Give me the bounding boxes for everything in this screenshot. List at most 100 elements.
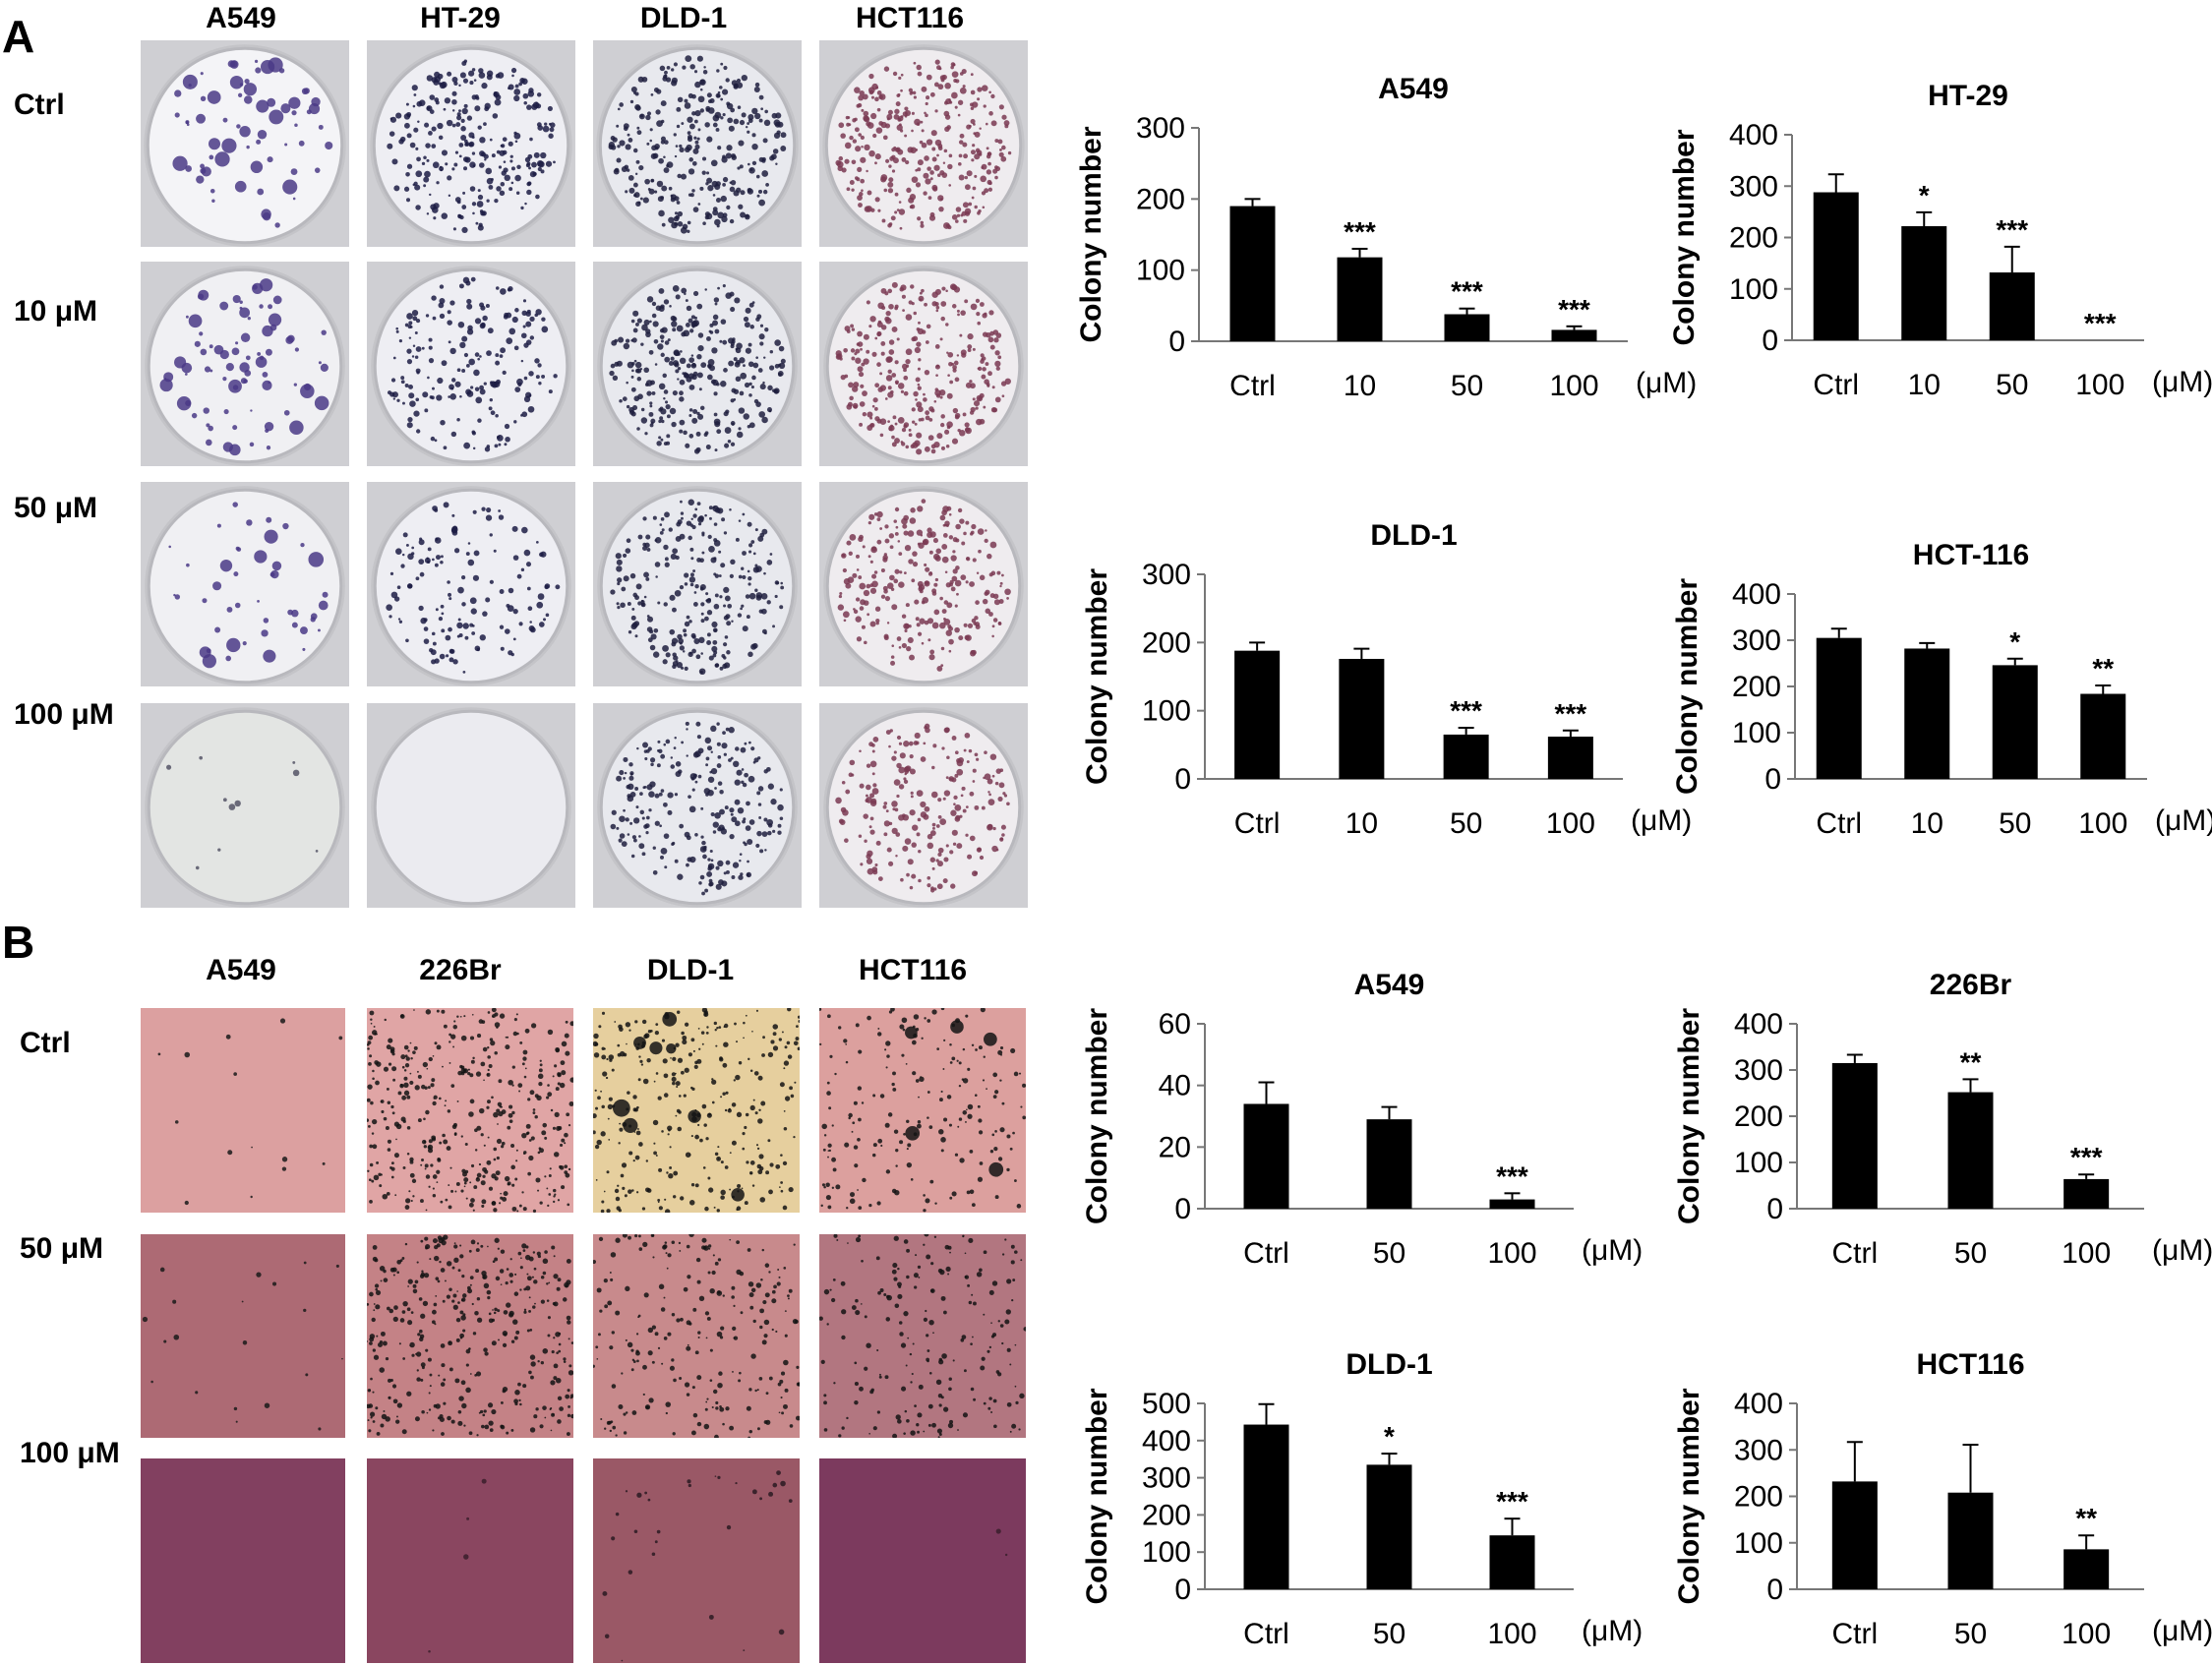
y-tick-label: 0 [1174,763,1191,796]
soft-agar-image [141,1234,345,1438]
x-tick-label: 50 [1373,1237,1405,1270]
x-tick-label: 100 [1549,370,1598,402]
bar [1901,226,1946,340]
x-tick-label: 10 [1911,807,1943,840]
y-tick-label: 0 [1764,763,1781,796]
significance-marker: *** [1450,695,1482,726]
x-tick-label: 50 [1954,1237,1987,1270]
y-tick-label: 100 [1729,273,1778,306]
panel-b-row-label: 50 μM [20,1234,103,1264]
bar [2063,1179,2109,1209]
bar [1832,1063,1878,1209]
x-tick-label: Ctrl [1813,369,1859,401]
soft-agar-image [819,1234,1026,1438]
x-tick-label: Ctrl [1816,807,1862,840]
bar-chart-226br-panel-b: 226Br Colony number 0 100 200 300 400 Ctrl ** 50 *… [1662,944,2193,1298]
colony-plate-image [819,262,1028,466]
soft-agar-image [593,1234,800,1438]
y-tick-label: 200 [1142,1499,1191,1531]
bar [1832,1481,1878,1589]
y-tick-label: 400 [1142,1425,1191,1457]
panel-a-col-label: HCT116 [802,4,1018,33]
panel-a-row-label: 100 μM [14,700,114,730]
panel-label-a: A [2,14,34,59]
y-tick-label: 100 [1732,717,1781,749]
y-tick-label: 100 [1142,695,1191,728]
y-tick-label: 200 [1734,1481,1783,1514]
colony-plate-image [367,262,575,466]
y-tick-label: 0 [1766,1193,1783,1225]
x-tick-label: 50 [1373,1618,1405,1650]
chart-title: HCT-116 [1913,539,2029,571]
soft-agar-image [593,1458,800,1663]
bar-chart-dld1-panel-a: DLD-1Colony number 0100200300Ctrl 10***50*… [1082,492,1652,865]
bar [1244,1103,1289,1209]
y-tick-label: 0 [1168,326,1185,358]
colony-plate-image [593,703,802,908]
chart-title: A549 [1354,969,1425,1001]
bar [1814,193,1859,340]
significance-marker: * [2009,626,2020,657]
bar [2063,1549,2109,1589]
y-axis-label: Colony number [1081,1008,1113,1224]
colony-plate-image [367,703,575,908]
significance-marker: *** [1996,214,2028,245]
y-tick-label: 300 [1729,170,1778,203]
panel-label-b: B [2,920,34,965]
x-tick-label: Ctrl [1229,370,1276,402]
bar [1948,1093,1994,1209]
y-tick-label: 100 [1136,255,1185,287]
soft-agar-image [141,1008,345,1213]
x-tick-label: 100 [1487,1237,1536,1270]
panel-a-col-label: DLD-1 [575,4,792,33]
y-axis-label: Colony number [1081,1388,1113,1604]
x-tick-label: 100 [2062,1237,2111,1270]
significance-marker: * [1384,1421,1395,1452]
significance-marker: *** [1555,698,1587,729]
x-tick-label: 50 [1954,1618,1987,1650]
soft-agar-image [593,1008,800,1213]
y-tick-label: 0 [1174,1574,1191,1606]
soft-agar-image [367,1458,573,1663]
y-tick-label: 40 [1159,1070,1191,1102]
y-tick-label: 300 [1734,1434,1783,1466]
x-tick-label: 10 [1344,370,1376,402]
x-tick-label: 100 [2078,807,2127,840]
significance-marker: *** [2070,1142,2103,1172]
bar [1548,737,1593,779]
bar [2080,694,2125,779]
y-tick-label: 300 [1142,1462,1191,1495]
bar [1552,329,1597,341]
soft-agar-image [367,1008,573,1213]
colony-plate-image [141,482,349,686]
bar [1444,735,1489,779]
significance-marker: *** [1496,1486,1528,1516]
y-tick-label: 0 [1174,1193,1191,1225]
panel-a-row-label: 10 μM [14,297,97,327]
x-tick-label: 100 [1546,807,1595,840]
y-tick-label: 0 [1766,1574,1783,1606]
colony-plate-image [367,40,575,247]
panel-a-row-label: 50 μM [14,494,97,523]
x-tick-label: 50 [1999,807,2031,840]
y-tick-label: 0 [1762,325,1778,357]
y-axis-label: Colony number [1075,126,1107,342]
panel-b-col-label: A549 [133,956,349,985]
y-tick-label: 100 [1734,1527,1783,1560]
bar [1990,272,2035,340]
panel-a-row-label: Ctrl [14,90,65,120]
bar [1367,1119,1412,1209]
x-tick-label: Ctrl [1234,807,1281,840]
x-unit-label: (μM) [1582,1234,1643,1267]
y-tick-label: 200 [1729,222,1778,255]
y-tick-label: 100 [1142,1536,1191,1569]
x-tick-label: Ctrl [1243,1618,1289,1650]
x-unit-label: (μM) [2152,366,2212,398]
bar [1993,665,2038,779]
y-tick-label: 100 [1734,1147,1783,1179]
y-tick-label: 20 [1159,1131,1191,1163]
bar-chart-dld1-panel-b: DLD-1 Colony number 0 100 200 300 400 500 Ctrl * 5… [1082,1328,1652,1665]
chart-title: HT-29 [1928,80,2008,112]
y-tick-label: 60 [1159,1008,1191,1041]
y-axis-label: Colony number [1673,1388,1705,1604]
